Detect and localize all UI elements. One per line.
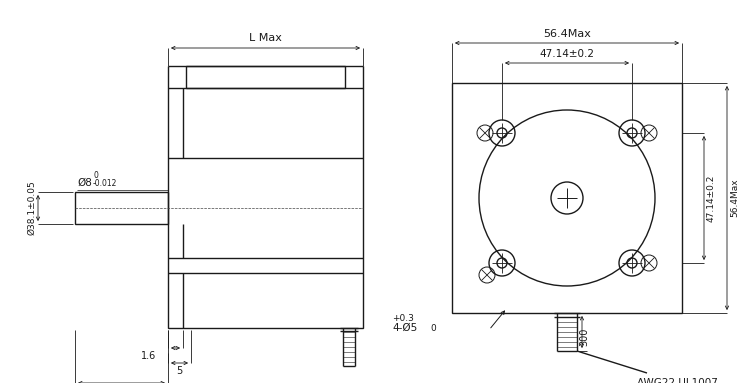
Text: 1.6: 1.6	[141, 351, 156, 361]
Bar	[75, 192, 168, 224]
Text: 5: 5	[176, 366, 183, 376]
Text: AWG22 UL1007: AWG22 UL1007	[637, 378, 718, 383]
Bar	[186, 66, 345, 88]
Bar	[452, 83, 682, 313]
Text: 56.4Max: 56.4Max	[730, 179, 739, 217]
Text: 47.14±0.2: 47.14±0.2	[539, 49, 595, 59]
Text: 47.14±0.2: 47.14±0.2	[707, 174, 716, 222]
Text: 300: 300	[579, 328, 589, 346]
Bar	[168, 88, 363, 328]
Text: Ø38.1±0.05: Ø38.1±0.05	[27, 181, 36, 236]
Text: 4-Ø5: 4-Ø5	[392, 323, 417, 333]
Text: 56.4Max: 56.4Max	[543, 29, 591, 39]
Text: Ø8: Ø8	[77, 178, 92, 188]
Text: L Max: L Max	[249, 33, 282, 43]
Text: +0.3: +0.3	[392, 314, 414, 323]
Text: 0: 0	[93, 171, 98, 180]
Text: 0: 0	[430, 324, 436, 333]
Text: -0.012: -0.012	[93, 179, 117, 188]
